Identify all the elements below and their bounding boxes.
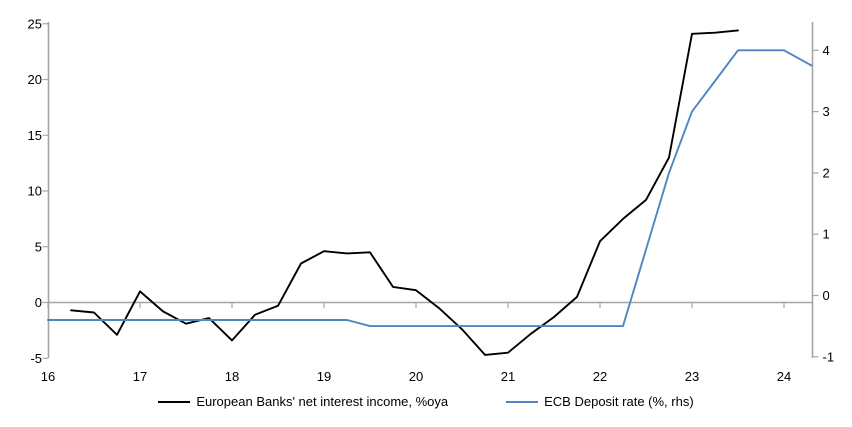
left-axis-tick-label: 20 — [28, 72, 42, 87]
x-axis-tick-label: 20 — [409, 369, 423, 384]
legend-item-ecb: ECB Deposit rate (%, rhs) — [506, 394, 694, 409]
right-axis-tick-label: 0 — [823, 288, 830, 303]
chart-legend: European Banks' net interest income, %oy… — [0, 394, 852, 409]
nii-line-swatch-icon — [158, 400, 191, 403]
right-axis-tick-label: 4 — [823, 43, 830, 58]
left-axis-tick-label: -5 — [30, 351, 42, 366]
left-axis-tick-label: 10 — [28, 184, 42, 199]
x-axis-tick-label: 16 — [41, 369, 55, 384]
x-axis-tick-label: 22 — [593, 369, 607, 384]
x-axis-tick-label: 23 — [685, 369, 699, 384]
left-axis-tick-label: 15 — [28, 128, 42, 143]
right-axis-tick-label: 1 — [823, 227, 830, 242]
left-axis-tick-label: 0 — [35, 295, 42, 310]
legend-item-nii: European Banks' net interest income, %oy… — [158, 394, 448, 409]
ecb-line-swatch-icon — [506, 400, 539, 403]
right-axis-tick-label: -1 — [823, 349, 835, 364]
left-axis-tick-label: 5 — [35, 239, 42, 254]
x-axis-tick-label: 21 — [501, 369, 515, 384]
legend-label-nii: European Banks' net interest income, %oy… — [196, 394, 449, 409]
right-axis-tick-label: 2 — [823, 165, 830, 180]
x-axis-tick-label: 19 — [317, 369, 331, 384]
left-axis-tick-label: 25 — [28, 16, 42, 31]
x-axis-tick-label: 24 — [777, 369, 791, 384]
ecb-rate-series-line — [47, 49, 813, 328]
legend-label-ecb: ECB Deposit rate (%, rhs) — [544, 394, 694, 409]
nii-series-line — [70, 29, 739, 356]
right-axis-tick-label: 3 — [823, 104, 830, 119]
x-axis-tick-label: 17 — [133, 369, 147, 384]
x-axis-tick-label: 18 — [225, 369, 239, 384]
